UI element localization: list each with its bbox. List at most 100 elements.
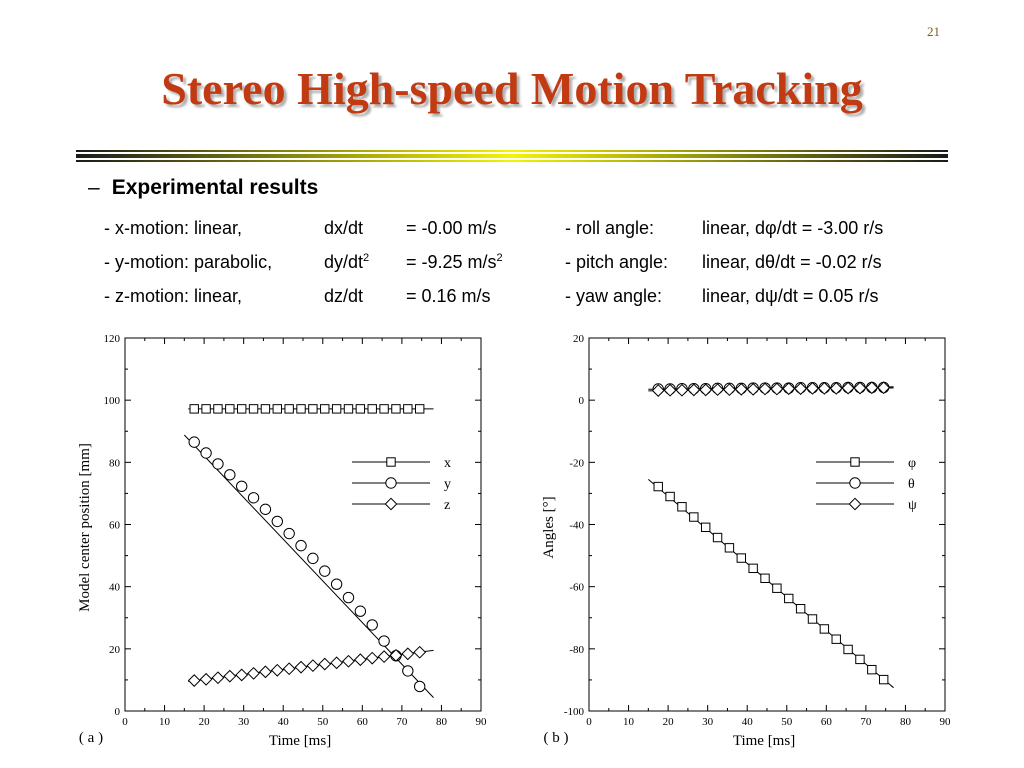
- chart-a: 0 10 20 30 40 50 60 70 80 90 0 20 40 60 80 100 120 Time […: [77, 333, 487, 749]
- y-tick-label: 20: [109, 644, 121, 656]
- data-point: [867, 664, 877, 675]
- result-expr: dy/dt: [324, 252, 364, 272]
- x-tick-label: 20: [199, 716, 211, 728]
- result-label: - x-motion: linear,: [104, 218, 243, 238]
- x-tick-label: 60: [357, 716, 369, 728]
- data-point: [736, 553, 746, 563]
- data-point: [391, 404, 401, 414]
- x-tick-label: 10: [159, 716, 171, 728]
- result-expr: dz/dt: [324, 286, 364, 306]
- y-tick-label: -40: [569, 520, 584, 532]
- y-tick-label: 0: [579, 395, 585, 407]
- legend-label: x: [444, 456, 451, 471]
- result-value: /dt = -3.00 r/s: [776, 218, 884, 238]
- data-point: [378, 635, 390, 647]
- data-point: [712, 532, 723, 543]
- result-kind: linear, d: [702, 286, 766, 306]
- data-point: [389, 648, 403, 662]
- y-tick-label: -20: [569, 457, 584, 469]
- x-axis-label: Time [ms]: [733, 733, 795, 749]
- data-point: [413, 645, 427, 659]
- data-point: [367, 404, 377, 414]
- legend-marker: [385, 477, 397, 489]
- data-point: [283, 527, 295, 540]
- data-point: [817, 381, 831, 395]
- data-point: [689, 512, 699, 522]
- data-point: [307, 552, 319, 565]
- data-point: [843, 644, 853, 655]
- legend-marker: [848, 497, 862, 511]
- data-point: [201, 404, 211, 414]
- data-point: [831, 634, 841, 644]
- data-point: [665, 491, 675, 502]
- result-pitch-angle: - pitch angle: linear, dθ/dt = -0.02 r/s: [565, 252, 882, 273]
- result-roll-angle: - roll angle: linear, dφ/dt = -3.00 r/s: [565, 218, 883, 239]
- data-point: [259, 665, 272, 679]
- y-axis-label: Angles [°]: [541, 496, 557, 558]
- x-tick-label: 30: [702, 716, 714, 728]
- data-point: [699, 383, 713, 397]
- data-point: [319, 565, 331, 577]
- page-number: 21: [927, 24, 940, 39]
- heading-bullet: –: [88, 176, 100, 199]
- data-point: [354, 605, 367, 617]
- series-diamond: [648, 381, 894, 397]
- data-point: [379, 404, 389, 414]
- data-point: [365, 651, 379, 665]
- data-point: [677, 502, 687, 512]
- data-point: [343, 404, 354, 414]
- data-point: [213, 404, 223, 414]
- data-point: [841, 381, 855, 395]
- result-symbol: ψ: [765, 286, 778, 306]
- data-point: [271, 515, 283, 528]
- y-tick-label: 120: [104, 333, 121, 345]
- data-point: [282, 662, 296, 676]
- result-label: - y-motion: parabolic,: [104, 252, 273, 272]
- data-point: [295, 539, 307, 552]
- data-point: [877, 381, 891, 395]
- heading-text: Experimental results: [111, 176, 319, 199]
- data-point: [212, 458, 224, 470]
- result-value: = -0.00 m/s: [406, 218, 497, 238]
- data-point: [342, 654, 355, 668]
- legend-marker: [850, 457, 860, 467]
- data-point: [782, 382, 796, 396]
- data-point: [819, 624, 830, 634]
- data-point: [806, 381, 819, 395]
- data-point: [734, 382, 748, 396]
- data-point: [675, 383, 689, 397]
- legend-label: φ: [908, 456, 916, 471]
- data-point: [223, 669, 237, 683]
- x-tick-label: 90: [940, 716, 952, 728]
- data-point: [653, 481, 663, 492]
- data-point: [308, 404, 318, 414]
- x-tick-label: 10: [623, 716, 635, 728]
- series-square: [648, 479, 894, 689]
- series-diamond: [187, 645, 434, 687]
- title-divider: [76, 150, 948, 162]
- data-point: [331, 404, 342, 414]
- x-tick-label: 80: [900, 716, 912, 728]
- result-label: - yaw angle:: [565, 286, 663, 306]
- data-point: [794, 382, 808, 396]
- data-point: [723, 383, 736, 397]
- result-x-motion: - x-motion: linear, dx/dt = -0.00 m/s: [104, 218, 497, 239]
- legend-marker: [849, 477, 861, 489]
- data-point: [807, 614, 818, 624]
- data-point: [248, 404, 259, 414]
- data-point: [377, 650, 391, 664]
- y-tick-label: 40: [109, 582, 121, 594]
- data-point: [770, 382, 784, 396]
- data-point: [188, 436, 200, 448]
- data-point: [247, 492, 260, 504]
- chart-caption: ( b ): [544, 730, 569, 746]
- legend-label: y: [444, 477, 451, 492]
- series-square: [188, 404, 434, 414]
- legend-label: θ: [908, 477, 915, 492]
- data-point: [878, 674, 889, 685]
- data-point: [318, 657, 332, 671]
- series-circle: [183, 434, 434, 698]
- result-value-sup: 2: [496, 252, 503, 264]
- result-value: = 0.16 m/s: [406, 286, 491, 306]
- data-point: [711, 383, 724, 397]
